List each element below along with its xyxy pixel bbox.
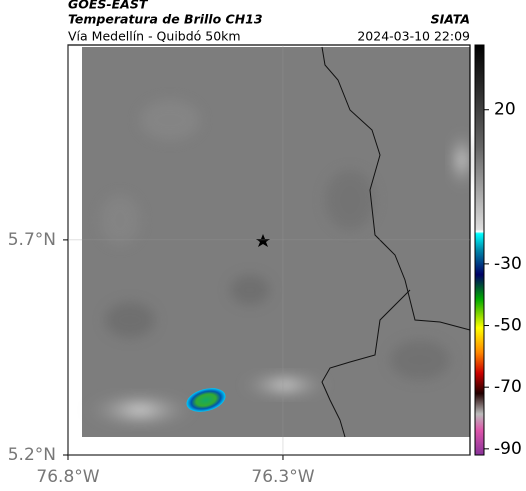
org: SIATA [431, 12, 470, 27]
route: Vía Medellín - Quibdó 50km [68, 29, 241, 44]
colorbar-tick-label: -70 [494, 377, 522, 397]
product: Temperatura de Brillo CH13 [68, 12, 263, 27]
colorbar-tick-label: -90 [494, 439, 522, 459]
colorbar-tick-label: -30 [494, 254, 522, 274]
y-tick-label: 5.2°N [8, 445, 56, 465]
header: GOES-EAST Temperatura de Brillo CH13 Vía… [68, 0, 470, 44]
source: GOES-EAST [68, 0, 149, 12]
axes: 76.8°W 76.3°W 5.7°N 5.2°N 20 -30 -50 -70 -90 [8, 45, 522, 487]
colorbar-tick-label: -50 [494, 316, 522, 336]
x-tick-label: 76.8°W [36, 467, 99, 487]
y-tick-label: 5.7°N [8, 230, 56, 250]
satellite-image [82, 46, 476, 438]
timestamp: 2024-03-10 22:09 [357, 29, 470, 44]
colorbar [474, 44, 485, 456]
x-tick-label: 76.3°W [251, 467, 314, 487]
colorbar-tick-label: 20 [494, 100, 516, 120]
